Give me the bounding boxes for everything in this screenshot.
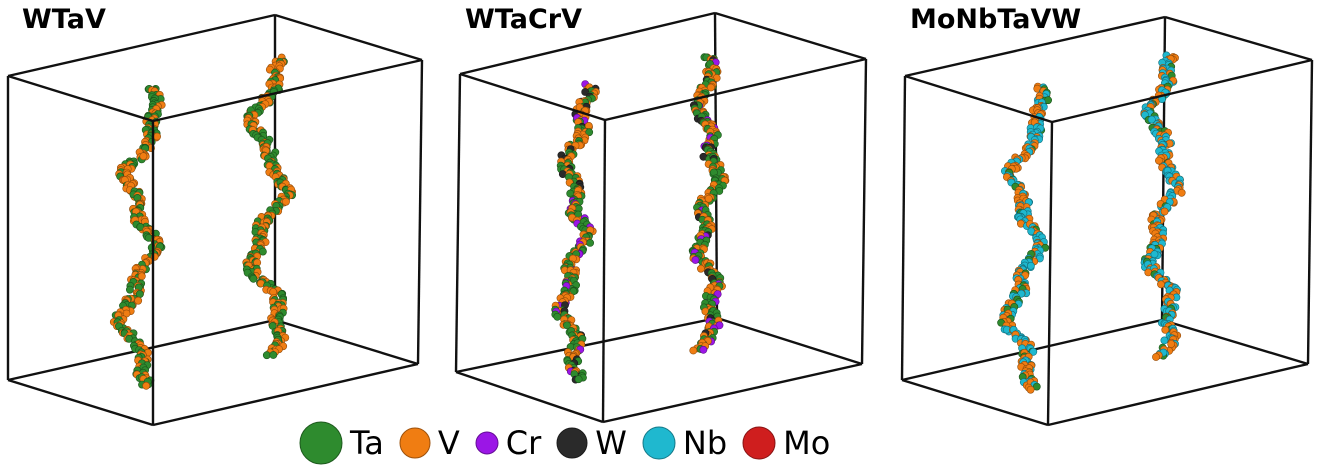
atom-nb (1147, 115, 1156, 124)
box-edge (152, 362, 419, 427)
atom-ta (262, 351, 271, 360)
box-edge (455, 316, 718, 374)
legend-item-mo: Mo (741, 424, 830, 462)
atom-ta (574, 375, 583, 384)
box-edge (7, 378, 154, 427)
legend-item-nb: Nb (641, 424, 727, 462)
atom-v (707, 83, 715, 92)
box-edge (274, 318, 419, 366)
atom-v (1155, 156, 1163, 165)
atom-v (134, 296, 143, 305)
legend: Ta V Cr W Nb Mo (298, 421, 844, 465)
panel-title-wtacrv: WTaCrV (465, 4, 582, 35)
box-edge (860, 58, 868, 365)
legend-label-cr: Cr (505, 424, 542, 462)
box-edge (604, 57, 867, 122)
atom-nb (1150, 250, 1159, 259)
box-edge (716, 316, 863, 366)
box-edge (904, 15, 1166, 78)
atom-ta (1032, 382, 1041, 391)
atom-v (1167, 340, 1176, 348)
atom-v (704, 194, 713, 203)
legend-item-ta: Ta (298, 420, 384, 466)
box-edge (455, 370, 604, 424)
legend-label-nb: Nb (682, 424, 728, 462)
box-edge (274, 13, 423, 62)
box-edge (900, 75, 907, 381)
dislocation-line-2 (242, 53, 296, 360)
box-edge (1047, 362, 1309, 427)
dislocation-line-1 (997, 82, 1052, 394)
atom-v (142, 381, 151, 390)
legend-label-w: W (595, 424, 627, 462)
ta-atom-icon (299, 421, 343, 465)
atom-cr (699, 345, 708, 354)
box-edge (7, 74, 154, 123)
atom-v (1026, 385, 1035, 394)
box-edge (7, 13, 276, 78)
w-atom-icon (556, 427, 588, 459)
box-edge (601, 119, 607, 423)
cr-atom-icon (475, 431, 499, 455)
box-edge (1046, 121, 1054, 426)
box-edge (1051, 58, 1313, 124)
box-edge (602, 362, 863, 424)
atom-ta (553, 312, 562, 321)
legend-label-v: V (437, 424, 460, 462)
dislocation-line-2 (688, 53, 730, 355)
box-edge (1164, 15, 1313, 62)
atom-ta (249, 274, 258, 283)
atom-v (697, 264, 705, 273)
atom-nb (1027, 261, 1035, 270)
panel-title-wtav: WTaV (22, 4, 106, 35)
dislocation-line-2 (1140, 51, 1186, 361)
box-edge (1161, 318, 1309, 366)
atom-ta (258, 247, 267, 256)
legend-label-mo: Mo (783, 424, 831, 462)
box-edge (152, 58, 423, 123)
atom-v (1160, 207, 1169, 216)
atom-v (1161, 325, 1170, 334)
box-edge (416, 59, 424, 365)
legend-item-v: V (398, 424, 460, 462)
nb-atom-icon (642, 426, 676, 460)
box-edge (904, 74, 1053, 124)
dislocation-line-1 (109, 85, 166, 390)
atom-v (153, 132, 161, 141)
panel-title-monbtavw: MoNbTaVW (910, 4, 1082, 35)
atom-ta (269, 351, 278, 359)
box-edge (901, 378, 1049, 427)
box-edge (454, 73, 462, 373)
atom-v (1177, 188, 1186, 197)
atom-nb (1029, 347, 1038, 356)
legend-item-cr: Cr (474, 424, 542, 462)
atom-ta (563, 321, 571, 330)
box-edge (714, 11, 867, 61)
atom-cr (691, 256, 700, 264)
dislocation-line-1 (551, 80, 600, 384)
atom-v (1152, 353, 1160, 361)
box-edge (459, 11, 716, 76)
atom-ta (586, 238, 594, 247)
atom-v (689, 346, 698, 355)
panel-wtav (6, 13, 424, 427)
v-atom-icon (399, 427, 431, 459)
atom-v (139, 152, 148, 161)
legend-label-ta: Ta (350, 424, 384, 462)
legend-item-w: W (555, 424, 627, 462)
atom-v (282, 197, 290, 206)
panel-monbtavw (900, 15, 1314, 427)
atom-ta (585, 128, 594, 137)
box-edge (1306, 59, 1314, 365)
atom-nb (1160, 336, 1169, 345)
box-edge (459, 72, 606, 122)
atom-v (1157, 280, 1165, 289)
atom-ta (125, 285, 134, 294)
mo-atom-icon (742, 426, 776, 460)
panel-wtacrv (454, 11, 868, 424)
